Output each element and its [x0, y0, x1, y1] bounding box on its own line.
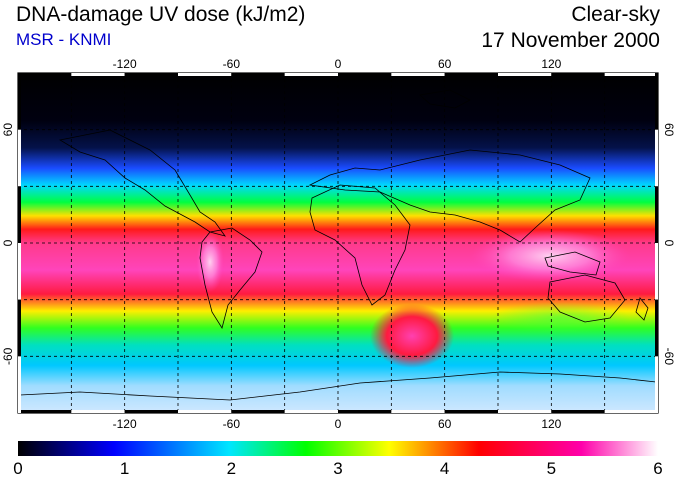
bottom-border-bar [18, 410, 72, 413]
sky-condition: Clear-sky [571, 3, 660, 26]
source-label: MSR - KNMI [16, 30, 112, 49]
colorbar-tick-label: 2 [227, 459, 236, 478]
africa-coast [309, 184, 411, 306]
top-border-bar [284, 73, 338, 76]
top-lon-tick-label: -60 [223, 57, 241, 71]
bottom-border-bar [551, 410, 605, 413]
top-border-bar [124, 73, 178, 76]
top-border-bar [551, 73, 605, 76]
top-lon-tick-label: 60 [438, 57, 452, 71]
colorbar-labels: 0 1 2 3 4 5 6 [13, 459, 662, 478]
left-border-bar [18, 129, 21, 187]
colorbar-tick-label: 0 [13, 459, 22, 478]
left-lat-tick-label: 60 [1, 123, 15, 137]
top-border-bar [71, 73, 125, 76]
right-border-bar [655, 186, 658, 243]
left-lat-tick-label: 0 [1, 239, 15, 246]
right-lat-tick-label: -60 [662, 348, 676, 366]
left-border-bar [18, 243, 21, 300]
tick-labels: -120 -120 -60 -60 0 0 60 60 120 120 60 60 0 0 -60 -60 [1, 57, 676, 431]
bottom-border-bar [338, 410, 392, 413]
right-border-bar [655, 299, 658, 357]
top-border-bar [338, 73, 392, 76]
right-border-bar [655, 129, 658, 187]
top-border-bar [178, 73, 232, 76]
left-border-bar [18, 73, 21, 130]
top-border-bar [604, 73, 658, 76]
colorbar [18, 441, 658, 456]
right-border-bar [655, 73, 658, 130]
top-lon-tick-label: -120 [113, 57, 137, 71]
colorbar-tick-label: 1 [120, 459, 129, 478]
axis-border-bars [18, 73, 658, 413]
left-border-bar [18, 299, 21, 357]
left-border-bar [18, 356, 21, 413]
top-border-bar [444, 73, 498, 76]
gridlines [18, 73, 658, 413]
australia-coast [547, 274, 626, 323]
right-lat-tick-label: 0 [662, 240, 676, 247]
colorbar-tick-label: 6 [653, 459, 662, 478]
left-border-bar [18, 186, 21, 243]
bottom-lon-tick-label: -60 [223, 417, 241, 431]
bottom-border-bar [498, 410, 552, 413]
andes-maximum [196, 232, 224, 292]
coastlines [19, 89, 657, 401]
bottom-border-bar [71, 410, 125, 413]
map-date: 17 November 2000 [481, 29, 660, 52]
colorbar-tick-label: 5 [547, 459, 556, 478]
top-border-bar [391, 73, 445, 76]
eurasia-coast [308, 149, 591, 243]
indonesia-maximum [470, 230, 630, 282]
southern-ocean-band [490, 302, 630, 334]
bottom-border-bar [231, 410, 285, 413]
colorbar-tick-label: 4 [440, 459, 449, 478]
colorbar-tick-label: 3 [333, 459, 342, 478]
bottom-border-bar [604, 410, 658, 413]
south-america-coast [199, 227, 263, 329]
indonesia-coast [544, 251, 601, 276]
top-border-bar [231, 73, 285, 76]
bottom-border-bar [284, 410, 338, 413]
top-lon-tick-label: 120 [541, 57, 561, 71]
top-lon-tick-label: 0 [335, 57, 342, 71]
bottom-lon-tick-label: 0 [335, 417, 342, 431]
map-title: DNA-damage UV dose (kJ/m2) [16, 3, 306, 26]
bottom-lon-tick-label: 60 [438, 417, 452, 431]
left-lat-tick-label: -60 [1, 347, 15, 365]
top-border-bar [18, 73, 72, 76]
right-lat-tick-label: 60 [662, 123, 676, 137]
bottom-lon-tick-label: 120 [541, 417, 561, 431]
new-zealand-coast [635, 297, 649, 321]
bottom-border-bar [124, 410, 178, 413]
right-border-bar [655, 243, 658, 300]
bottom-lon-tick-label: -120 [113, 417, 137, 431]
bottom-border-bar [178, 410, 232, 413]
bottom-border-bar [391, 410, 445, 413]
right-border-bar [655, 356, 658, 413]
greenland-coast [419, 89, 471, 109]
antarctica-coast [19, 371, 657, 401]
top-border-bar [498, 73, 552, 76]
bottom-border-bar [444, 410, 498, 413]
south-atlantic-maximum [370, 304, 454, 368]
